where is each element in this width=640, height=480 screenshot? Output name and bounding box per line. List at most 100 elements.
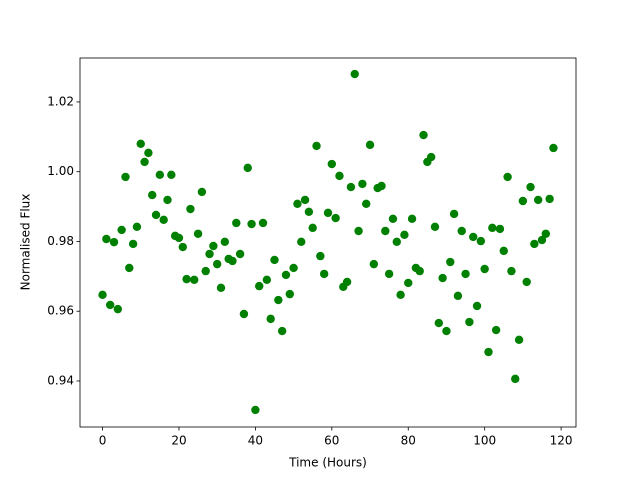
point [453, 291, 463, 301]
point [102, 234, 111, 244]
y-tick-label: 0.98 [47, 234, 74, 248]
point [381, 226, 390, 236]
point [258, 218, 268, 228]
point [354, 226, 363, 236]
x-tick-label: 60 [324, 434, 339, 448]
point [128, 239, 138, 249]
y-tick-label: 1.00 [47, 164, 74, 178]
x-tick-label: 100 [473, 434, 496, 448]
point [469, 232, 478, 242]
point [209, 241, 218, 251]
point [518, 196, 528, 206]
point [442, 326, 451, 336]
point [484, 347, 493, 357]
point [319, 269, 329, 279]
point [178, 242, 187, 252]
point [243, 163, 252, 173]
point [109, 237, 119, 247]
point [480, 264, 489, 274]
point [323, 208, 333, 218]
point [167, 170, 176, 180]
point [285, 289, 294, 299]
point [251, 405, 260, 415]
point [228, 256, 237, 266]
point [335, 171, 344, 181]
point [549, 143, 558, 153]
point [537, 235, 547, 245]
point [182, 274, 191, 284]
point [186, 204, 195, 214]
point [476, 236, 486, 246]
y-tick-label: 0.94 [47, 373, 74, 387]
point [289, 263, 298, 273]
point [136, 139, 145, 148]
y-tick-label: 1.02 [47, 94, 74, 108]
x-tick-label: 20 [171, 434, 186, 448]
point [495, 224, 505, 234]
point [392, 237, 401, 247]
point [274, 295, 283, 305]
point [266, 314, 275, 324]
point [365, 140, 375, 150]
point [125, 263, 134, 273]
point [98, 290, 107, 300]
point [499, 246, 508, 256]
point [117, 225, 126, 235]
point [155, 170, 165, 180]
point [293, 199, 302, 208]
point [232, 218, 241, 228]
point [281, 270, 291, 280]
point [201, 266, 210, 276]
point [430, 222, 440, 232]
point [449, 209, 459, 219]
point [465, 317, 474, 327]
point [503, 172, 512, 182]
point [384, 269, 394, 279]
point [404, 278, 413, 288]
point [220, 237, 230, 247]
point [270, 255, 279, 265]
point [163, 195, 172, 205]
point [446, 257, 455, 267]
point [488, 223, 497, 233]
point [438, 273, 447, 283]
x-axis-label: Time (Hours) [288, 456, 367, 470]
point [533, 195, 543, 205]
point [358, 179, 367, 189]
point [174, 233, 184, 243]
point [434, 318, 444, 328]
point [369, 259, 379, 269]
point [350, 69, 359, 79]
point [262, 275, 272, 285]
point [400, 230, 409, 240]
point [193, 229, 203, 238]
point [216, 283, 226, 293]
point [235, 249, 245, 259]
point [472, 301, 482, 311]
point [212, 259, 222, 269]
point [522, 277, 531, 287]
point [407, 214, 417, 223]
point [419, 130, 428, 140]
point [526, 182, 535, 192]
point [197, 187, 207, 197]
point [530, 239, 539, 249]
point [151, 210, 161, 220]
point [300, 195, 310, 205]
point [507, 266, 516, 276]
point [205, 249, 214, 259]
point [312, 141, 321, 151]
point [388, 214, 398, 223]
point [297, 237, 306, 247]
point [327, 159, 337, 169]
point [331, 213, 340, 223]
point [144, 148, 153, 158]
y-axis-label: Normalised Flux [19, 194, 33, 291]
point [277, 326, 287, 336]
point [105, 300, 115, 310]
point [346, 182, 356, 192]
point [415, 266, 424, 276]
point [491, 325, 501, 335]
point [514, 335, 524, 345]
point [190, 275, 199, 285]
